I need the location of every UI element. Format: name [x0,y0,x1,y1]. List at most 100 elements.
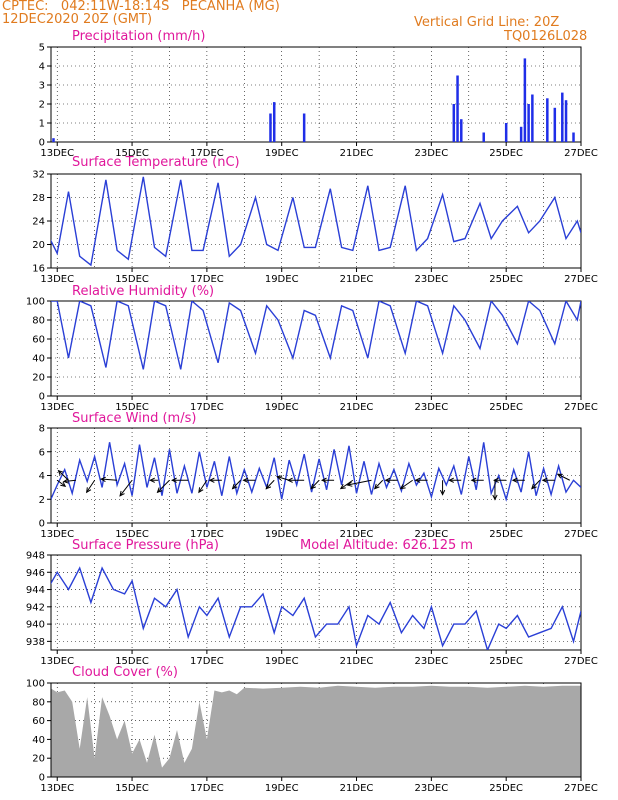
wind-arrow-head [198,487,204,494]
precip-bar [531,94,534,142]
x-tick-label: 13DEC [40,656,74,667]
y-tick-label: 20 [32,240,45,251]
precip-bar [546,98,549,142]
x-tick-label: 19DEC [265,148,299,159]
wind-arrow-head [492,494,498,501]
series-line [51,566,581,650]
wind-arrow [265,479,275,489]
precip-bar [523,58,527,142]
y-tick-label: 16 [32,264,45,275]
x-tick-label: 21DEC [340,274,374,285]
wind-arrow-head [448,477,455,483]
x-tick-label: 19DEC [265,783,299,794]
wind-arrow [56,479,66,487]
precip-bar [564,100,568,142]
y-tick-label: 40 [32,735,45,746]
wind-arrow [63,479,76,482]
x-tick-label: 19DEC [265,274,299,285]
x-tick-label: 21DEC [340,148,374,159]
wind-arrow [86,479,96,493]
wind-arrow-head [119,490,125,497]
wind-arrow [198,479,208,493]
x-tick-label: 23DEC [414,656,448,667]
wind-arrow [119,479,133,497]
x-tick-label: 17DEC [190,529,224,540]
x-tick-label: 27DEC [564,402,598,413]
wind-arrow [310,479,320,489]
x-tick-label: 23DEC [414,148,448,159]
x-tick-label: 21DEC [340,656,374,667]
precip-bar [272,102,276,142]
wind-arrow-head [156,487,163,494]
wind-arrow [557,473,571,481]
x-tick-label: 27DEC [564,656,598,667]
y-tick-label: 60 [32,716,45,727]
plot-frame [50,427,582,524]
x-tick-label: 23DEC [414,783,448,794]
y-tick-label: 20 [32,373,45,384]
y-tick-label: 4 [39,62,45,73]
x-tick-label: 25DEC [489,274,523,285]
x-tick-label: 15DEC [115,148,149,159]
x-tick-label: 13DEC [40,783,74,794]
plot-frame [50,46,582,143]
wind-arrow-head [149,477,155,483]
y-tick-label: 0 [39,138,45,149]
precip-bar [52,138,55,142]
humidity-title: Relative Humidity (%) [72,284,215,299]
x-tick-label: 21DEC [340,783,374,794]
y-tick-label: 5 [39,43,45,54]
wind-arrow-head [414,477,421,483]
y-tick-label: 100 [26,297,45,308]
grid-note: Vertical Grid Line: 20Z [414,15,560,30]
cloud-title: Cloud Cover (%) [72,665,178,680]
wind-arrow-head [339,484,346,490]
wind-arrow-head [399,484,406,490]
precip-bar [269,113,272,142]
x-tick-label: 17DEC [190,402,224,413]
x-tick-label: 19DEC [265,402,299,413]
series-line [51,442,581,502]
wind-arrow [58,470,69,481]
wind-arrow-head [320,477,327,483]
panel-4: 938 940 942 944 946 948 13DEC 15DEC 17DEC 19DEC 21… [26,551,598,668]
panel-0: 0 1 2 3 4 5 13DEC 15DEC 17DEC 19DEC 21DEC 23DEC 25DE… [39,43,598,160]
y-tick-label: 0 [39,519,45,530]
wind-arrow [232,479,241,489]
wind-arrow-head [171,477,177,483]
precip-bar [456,75,459,142]
wind-arrow-head [86,487,92,494]
precip-title: Precipitation (mm/h) [72,29,206,44]
chart-code: TQ0126L028 [504,29,588,44]
precip-bar [572,132,575,142]
x-tick-label: 15DEC [115,656,149,667]
panel-3: 0 2 4 6 8 13DEC 15DEC 17DEC 19DEC 21DEC 23DEC 25DEC… [39,424,598,541]
x-tick-label: 17DEC [190,148,224,159]
x-tick-label: 23DEC [414,274,448,285]
cloud-area [51,685,581,777]
x-tick-label: 15DEC [115,402,149,413]
x-tick-label: 25DEC [489,148,523,159]
precip-bar [460,119,463,142]
y-tick-label: 940 [26,620,45,631]
plot-frame [50,300,582,397]
x-tick-label: 27DEC [564,274,598,285]
wind-arrow [531,479,541,489]
x-tick-label: 15DEC [115,529,149,540]
model-altitude: Model Altitude: 626.125 m [300,538,474,553]
y-tick-label: 40 [32,354,45,365]
x-tick-label: 21DEC [340,529,374,540]
precip-bar [302,113,306,142]
x-tick-label: 13DEC [40,402,74,413]
x-tick-label: 17DEC [190,274,224,285]
wind-arrow-head [57,469,64,476]
x-tick-label: 15DEC [115,783,149,794]
y-tick-label: 948 [26,551,45,562]
y-tick-label: 100 [26,679,45,690]
x-tick-label: 27DEC [564,529,598,540]
x-tick-label: 23DEC [414,402,448,413]
wind-arrow-head [531,483,537,490]
wind-arrow [340,479,354,490]
wind-arrow [101,478,118,481]
